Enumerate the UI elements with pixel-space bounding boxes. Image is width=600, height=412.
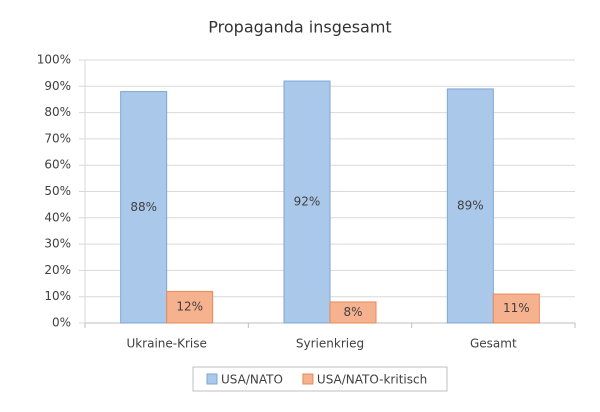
bar <box>329 301 377 324</box>
y-tick-label: 10% <box>44 289 71 303</box>
chart-title: Propaganda insgesamt <box>208 18 391 37</box>
legend-label: USA/NATO <box>221 373 283 387</box>
y-tick-label: 60% <box>44 158 71 172</box>
data-label: 8% <box>343 305 362 319</box>
y-tick-label: 30% <box>44 237 71 251</box>
data-label: 11% <box>503 301 530 315</box>
x-tick-label: Syrienkrieg <box>296 337 364 351</box>
y-tick-label: 100% <box>37 53 71 67</box>
legend-swatch <box>206 373 218 385</box>
data-label: 12% <box>176 300 203 314</box>
bar <box>446 88 494 324</box>
bar <box>283 80 331 324</box>
data-label: 92% <box>294 195 321 209</box>
y-tick-label: 80% <box>44 105 71 119</box>
legend-box <box>192 366 448 392</box>
bar <box>166 290 214 324</box>
x-tick-label: Ukraine-Krise <box>126 337 206 351</box>
bar <box>120 91 168 324</box>
legend-swatch <box>302 373 314 385</box>
data-label: 88% <box>130 200 157 214</box>
bar <box>492 293 540 324</box>
x-tick-label: Gesamt <box>470 337 517 351</box>
y-tick-label: 0% <box>52 316 71 330</box>
y-tick-label: 20% <box>44 263 71 277</box>
legend-label: USA/NATO-kritisch <box>317 373 427 387</box>
y-tick-label: 50% <box>44 184 71 198</box>
y-tick-label: 90% <box>44 79 71 93</box>
y-tick-label: 40% <box>44 210 71 224</box>
data-label: 89% <box>457 198 484 212</box>
y-tick-label: 70% <box>44 131 71 145</box>
